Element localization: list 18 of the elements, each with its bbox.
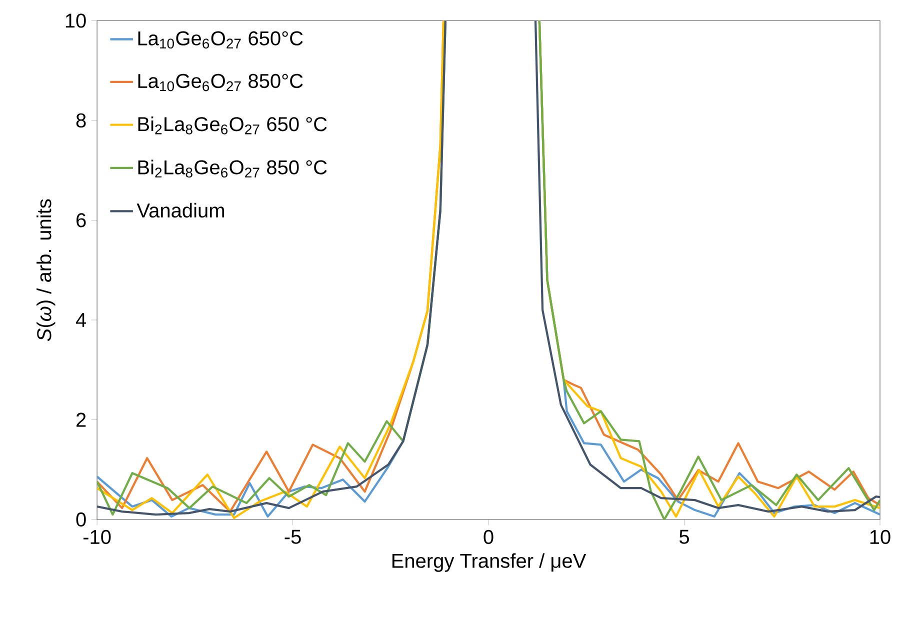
legend-label: La$_{10}$Ge$_{6}$O$_{27}$ 850°C bbox=[138, 74, 303, 92]
x-tick-label: -10 bbox=[83, 530, 111, 544]
y-tick-label: 6 bbox=[76, 213, 86, 228]
y-tick-label: 4 bbox=[76, 313, 86, 328]
x-tick-label: 5 bbox=[679, 530, 689, 544]
text: Bi$_{2}$La$_{8}$Ge$_{6}$O$_{27}$ 650 °C bbox=[138, 116, 327, 135]
y-tick-label: 0 bbox=[76, 512, 86, 527]
y-axis-title: S(ω) / arb. units bbox=[36, 200, 56, 342]
legend-label: La$_{10}$Ge$_{6}$O$_{27}$ 650°C bbox=[138, 31, 303, 49]
y-tick-label: 2 bbox=[76, 412, 86, 427]
x-axis-title: Energy Transfer / μeV bbox=[392, 553, 586, 572]
legend-label: Vanadium bbox=[136, 203, 224, 218]
text: Bi$_{2}$La$_{8}$Ge$_{6}$O$_{27}$ 850 °C bbox=[138, 160, 327, 178]
y-tick-label: 10 bbox=[66, 14, 86, 28]
x-tick-label: 0 bbox=[484, 530, 494, 544]
x-tick-label: -5 bbox=[284, 530, 301, 544]
y-tick-label: 8 bbox=[76, 114, 86, 128]
x-tick-label: 10 bbox=[870, 530, 890, 544]
